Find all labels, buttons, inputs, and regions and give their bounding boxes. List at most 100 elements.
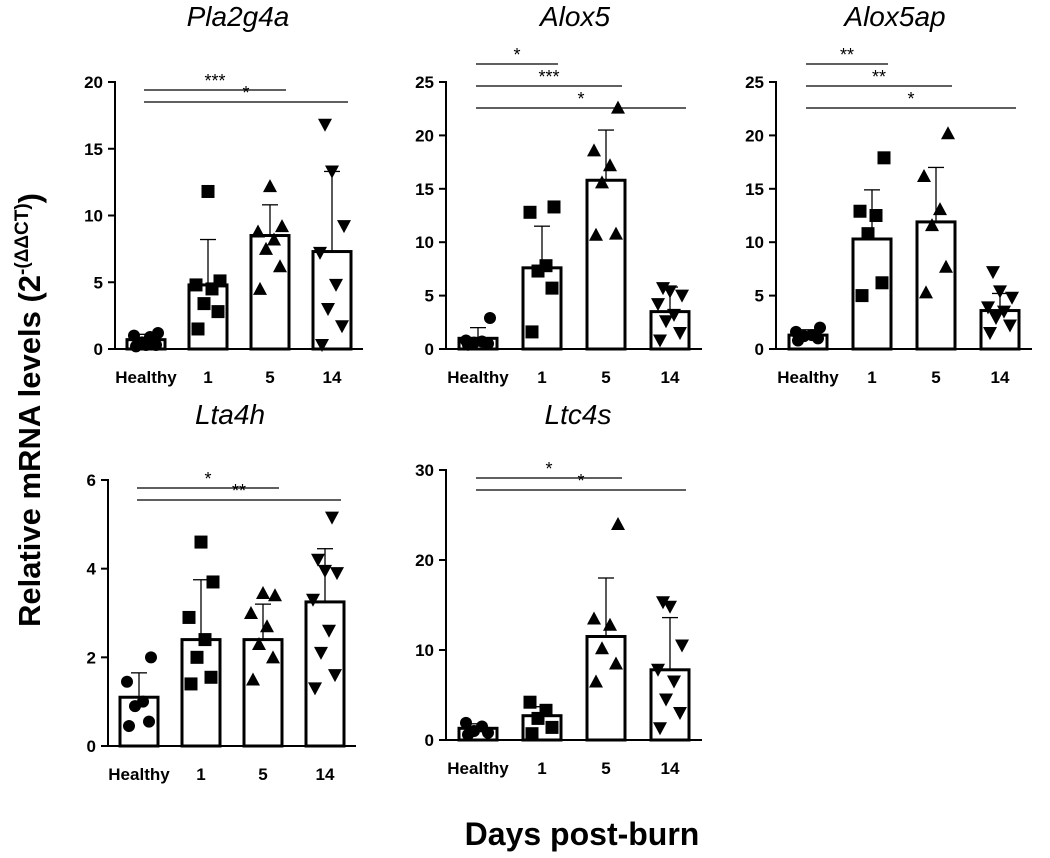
x-tick-label: 14: [661, 759, 680, 778]
y-tick-label: 4: [87, 560, 97, 579]
data-point: [145, 651, 157, 664]
x-tick-label: 1: [867, 368, 876, 387]
significance-label: *: [907, 89, 914, 109]
data-point: [121, 675, 133, 688]
data-point: [651, 663, 665, 677]
bar: [915, 220, 957, 351]
data-point: [525, 727, 539, 741]
chart-panel-5: Ltc4s 0 10 20 30 Healthy 1 5 14 * *: [415, 399, 702, 778]
y-tick-label: 0: [425, 731, 434, 750]
data-point: [673, 326, 687, 340]
data-point: [941, 126, 955, 140]
data-point: [259, 241, 273, 255]
data-point: [539, 259, 553, 273]
data-point: [675, 639, 689, 653]
x-tick-label: 5: [265, 368, 274, 387]
data-point: [266, 650, 280, 664]
data-point: [611, 517, 625, 530]
x-tick-label: Healthy: [447, 368, 509, 387]
data-point: [587, 143, 601, 157]
data-point: [211, 305, 225, 319]
y-tick-label: 10: [84, 207, 103, 226]
y-tick-label: 15: [84, 140, 103, 159]
data-point: [325, 511, 339, 525]
data-point: [653, 334, 667, 348]
data-point: [123, 720, 135, 733]
data-point: [659, 315, 673, 329]
chart-title: Alox5ap: [842, 1, 945, 32]
y-tick-label: 0: [755, 340, 764, 359]
data-point: [476, 720, 488, 733]
significance-label: *: [242, 83, 249, 103]
bar: [311, 250, 353, 351]
chart-title: Pla2g4a: [187, 1, 290, 32]
significance-label: *: [513, 45, 520, 65]
data-point: [611, 100, 625, 114]
y-tick-label: 2: [87, 648, 96, 667]
data-point: [321, 302, 335, 316]
data-point: [325, 165, 339, 179]
significance-label: *: [204, 469, 211, 489]
data-point: [476, 335, 488, 348]
data-point: [256, 586, 270, 600]
x-tick-label: Healthy: [108, 765, 170, 784]
data-point: [547, 200, 561, 214]
data-point: [253, 281, 267, 295]
x-tick-label: 14: [991, 368, 1010, 387]
data-point: [328, 669, 342, 683]
data-point: [609, 226, 623, 240]
x-tick-label: Healthy: [115, 368, 177, 387]
significance-label: *: [577, 89, 584, 109]
data-point: [814, 321, 826, 334]
data-point: [673, 707, 687, 720]
data-point: [143, 715, 155, 728]
data-point: [806, 329, 818, 342]
data-point: [263, 179, 277, 193]
y-tick-label: 6: [87, 471, 96, 490]
data-point: [318, 564, 332, 578]
y-axis-main-label: Relative mRNA levels (2-(ΔΔCT)): [12, 193, 47, 627]
data-point: [191, 322, 205, 336]
data-point: [545, 720, 559, 734]
y-tick-label: 5: [94, 273, 103, 292]
chart-title: Lta4h: [195, 399, 265, 430]
x-tick-label: 5: [258, 765, 267, 784]
data-point: [128, 329, 140, 342]
data-point: [189, 278, 203, 292]
data-point: [589, 227, 603, 241]
data-point: [184, 677, 198, 691]
data-point: [523, 205, 537, 219]
data-point: [603, 617, 617, 631]
data-point: [545, 281, 559, 295]
data-point: [311, 553, 325, 567]
y-tick-label: 0: [425, 340, 434, 359]
y-tick-label: 25: [745, 73, 764, 92]
y-tick-label: 20: [84, 73, 103, 92]
data-point: [939, 259, 953, 273]
data-point: [206, 575, 220, 589]
significance-label: **: [840, 45, 854, 65]
chart-title: Alox5: [538, 1, 610, 32]
data-point: [589, 674, 603, 688]
data-point: [190, 650, 204, 664]
data-point: [198, 633, 212, 647]
data-point: [201, 184, 215, 198]
x-tick-label: 1: [196, 765, 205, 784]
data-point: [997, 305, 1011, 319]
data-point: [603, 158, 617, 172]
significance-label: ***: [538, 67, 559, 87]
x-tick-label: 1: [203, 368, 212, 387]
data-point: [306, 593, 320, 607]
data-point: [318, 118, 332, 132]
data-point: [337, 220, 351, 234]
data-point: [653, 722, 667, 736]
data-point: [651, 298, 665, 312]
bar: [242, 638, 284, 748]
data-point: [329, 278, 343, 292]
y-tick-label: 30: [415, 461, 434, 480]
data-point: [268, 588, 282, 602]
significance-label: **: [232, 481, 246, 501]
y-tick-label: 15: [415, 180, 434, 199]
